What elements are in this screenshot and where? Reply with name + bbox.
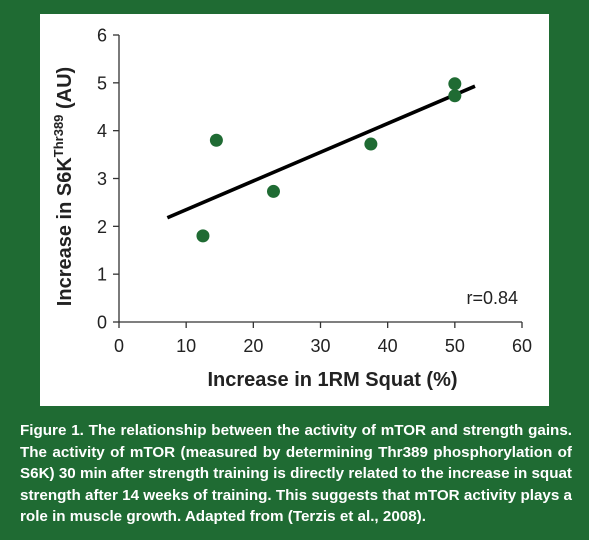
data-point (364, 137, 378, 151)
trend-line (166, 84, 476, 220)
x-tick-label: 40 (378, 336, 398, 356)
y-tick-label: 5 (97, 73, 107, 93)
y-tick-label: 6 (97, 26, 107, 46)
y-tick-label: 2 (97, 217, 107, 237)
x-tick-label: 60 (512, 336, 532, 356)
y-axis-label: Increase in S6KThr389 (AU) (51, 67, 76, 306)
x-tick-label: 30 (310, 336, 330, 356)
x-tick-label: 0 (114, 336, 124, 356)
x-tick-label: 50 (445, 336, 465, 356)
data-point (448, 77, 462, 91)
x-axis-label: Increase in 1RM Squat (%) (207, 369, 457, 391)
data-point (266, 184, 280, 198)
y-tick-label: 0 (97, 313, 107, 333)
data-point (196, 229, 210, 243)
y-tick-label: 3 (97, 169, 107, 189)
data-point (209, 133, 223, 147)
y-tick-label: 1 (97, 265, 107, 285)
y-tick-label: 4 (97, 121, 107, 141)
correlation-annotation: r=0.84 (466, 288, 518, 308)
figure-caption: Figure 1. The relationship between the a… (20, 422, 572, 525)
x-tick-label: 10 (176, 336, 196, 356)
data-point (448, 89, 462, 103)
x-tick-label: 20 (243, 336, 263, 356)
figure-panel: 0 1 2 3 4 5 6 0 10 20 30 40 50 60 Increase in 1RM Squa… (40, 14, 549, 406)
